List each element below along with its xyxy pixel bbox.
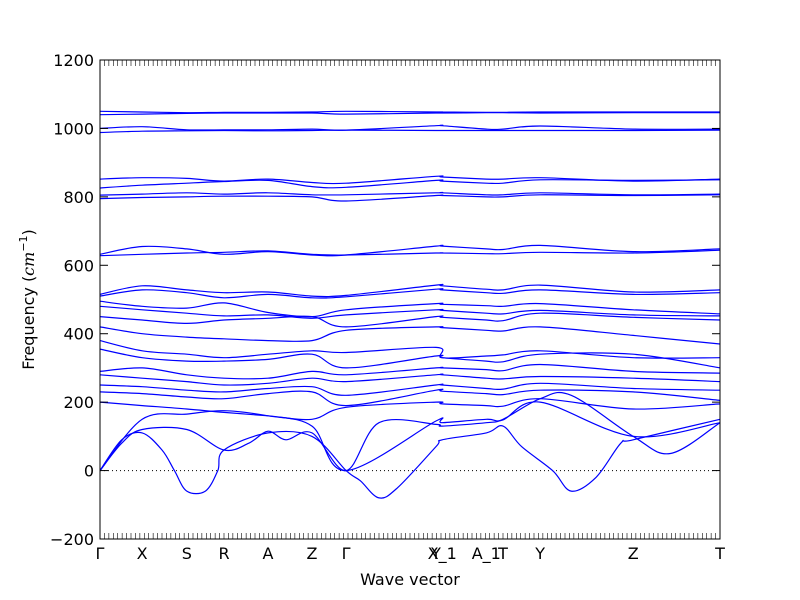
y-tick-label: 800 xyxy=(63,188,94,207)
band-line-3 xyxy=(99,129,721,134)
x-tick-label: R xyxy=(218,544,229,563)
y-axis-ticks: −200 0 200 400 600 800 1000 1200 xyxy=(50,51,720,549)
band-line-15 xyxy=(99,326,721,345)
band-line-12 xyxy=(99,300,721,318)
x-tick-label: Γ xyxy=(96,544,105,563)
x-tick-label: Z xyxy=(628,544,639,563)
x-axis-ticks: Γ X S R A Z Γ YX_1 A_1T Y Z T xyxy=(96,60,725,564)
band-line-10 xyxy=(99,283,721,298)
band-line-22 xyxy=(99,398,721,421)
band-line-0 xyxy=(99,110,720,114)
band-line-9 xyxy=(99,249,721,257)
y-axis-label-exponent: −1 xyxy=(17,235,30,251)
y-tick-label: 1000 xyxy=(53,119,94,138)
x-tick-label: Z xyxy=(307,544,318,563)
x-tick-label: T xyxy=(714,544,725,563)
band-line-23 xyxy=(99,401,721,472)
x-tick-label: Γ xyxy=(342,544,351,563)
band-line-11 xyxy=(99,288,721,299)
band-line-1 xyxy=(99,112,721,116)
y-axis-label-text: Frequency ( xyxy=(19,276,38,370)
band-line-14 xyxy=(99,312,721,328)
y-axis-label: Frequency (cm−1) xyxy=(17,229,38,370)
y-axis-label-close: ) xyxy=(19,229,38,235)
y-tick-label: 1200 xyxy=(53,51,94,70)
x-tick-label: X_1 xyxy=(428,544,457,564)
band-line-18 xyxy=(99,363,721,380)
y-tick-label: 0 xyxy=(84,462,94,481)
band-line-2 xyxy=(99,124,721,131)
band-line-7 xyxy=(99,194,721,202)
x-tick-label: Y xyxy=(430,544,441,563)
y-tick-label: 200 xyxy=(63,393,94,412)
band-line-4 xyxy=(99,175,721,185)
band-line-6 xyxy=(99,191,721,196)
band-line-17 xyxy=(99,348,721,369)
band-line-25 xyxy=(99,418,721,499)
x-tick-label: T xyxy=(497,544,508,563)
band-line-13 xyxy=(99,305,721,319)
x-tick-label: Y xyxy=(534,544,545,563)
band-line-16 xyxy=(99,340,721,359)
x-tick-label: X xyxy=(137,544,148,563)
band-line-24 xyxy=(99,391,721,472)
band-line-21 xyxy=(99,388,721,407)
y-axis-label-unit: cm xyxy=(19,252,38,276)
y-tick-label: −200 xyxy=(50,530,94,549)
phonon-band-lines xyxy=(99,110,721,499)
x-tick-label: S xyxy=(182,544,192,563)
x-tick-label: A xyxy=(263,544,274,563)
band-line-19 xyxy=(99,373,721,386)
band-line-8 xyxy=(99,244,721,257)
y-tick-label: 600 xyxy=(63,256,94,275)
x-tick-label: A_1 xyxy=(472,544,501,564)
band-line-20 xyxy=(99,382,721,396)
y-tick-label: 400 xyxy=(63,325,94,344)
x-axis-label: Wave vector xyxy=(360,570,460,589)
band-line-5 xyxy=(99,179,721,189)
